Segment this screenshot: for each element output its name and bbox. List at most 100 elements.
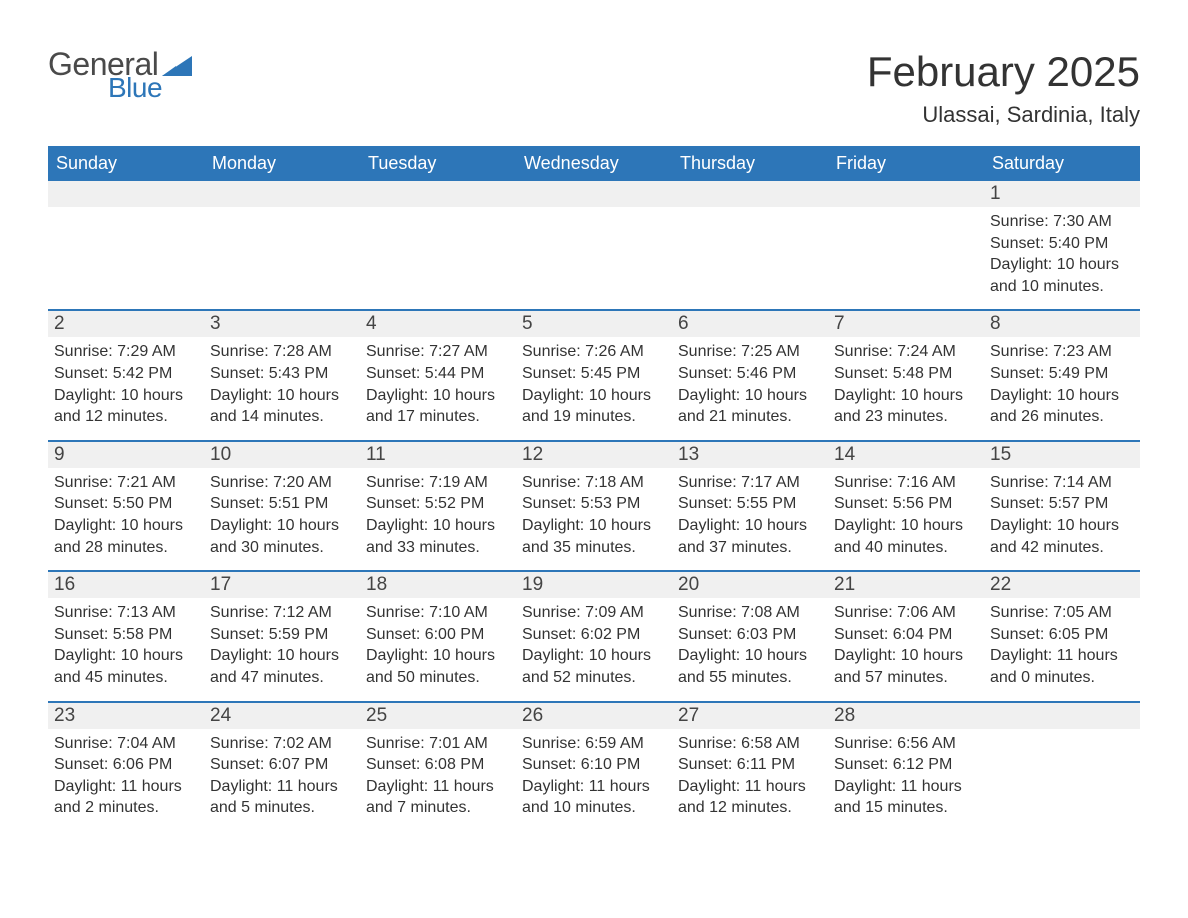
daylight-text: Daylight: 10 hours and 19 minutes. <box>522 385 666 428</box>
calendar-day: 6 Sunrise: 7:25 AMSunset: 5:46 PMDaylight… <box>672 311 828 439</box>
sunrise-text: Sunrise: 7:12 AM <box>210 602 354 624</box>
daylight-text: Daylight: 10 hours and 17 minutes. <box>366 385 510 428</box>
day-body: Sunrise: 6:58 AMSunset: 6:11 PMDaylight:… <box>678 733 822 819</box>
calendar-day: 20Sunrise: 7:08 AMSunset: 6:03 PMDayligh… <box>672 572 828 700</box>
day-number: 18 <box>360 572 516 598</box>
sunrise-text: Sunrise: 7:04 AM <box>54 733 198 755</box>
day-number: 8 <box>984 311 1140 337</box>
calendar-day <box>48 181 204 309</box>
sunset-text: Sunset: 6:07 PM <box>210 754 354 776</box>
day-number: 15 <box>984 442 1140 468</box>
calendar-week: 16Sunrise: 7:13 AMSunset: 5:58 PMDayligh… <box>48 570 1140 700</box>
daylight-text: Daylight: 11 hours and 7 minutes. <box>366 776 510 819</box>
daylight-text: Daylight: 10 hours and 50 minutes. <box>366 645 510 688</box>
day-number: 19 <box>516 572 672 598</box>
day-body: Sunrise: 7:16 AMSunset: 5:56 PMDaylight:… <box>834 472 978 558</box>
day-body: Sunrise: 7:10 AMSunset: 6:00 PMDaylight:… <box>366 602 510 688</box>
day-number <box>984 703 1140 729</box>
calendar-day: 3Sunrise: 7:28 AMSunset: 5:43 PMDaylight… <box>204 311 360 439</box>
calendar-day: 17 Sunrise: 7:12 AMSunset: 5:59 PMDayligh… <box>204 572 360 700</box>
day-number: 28 <box>828 703 984 729</box>
weekday-header: Wednesday <box>516 146 672 181</box>
sunset-text: Sunset: 5:49 PM <box>990 363 1134 385</box>
day-number: 12 <box>516 442 672 468</box>
daylight-text: Daylight: 10 hours and 21 minutes. <box>678 385 822 428</box>
sunrise-text: Sunrise: 7:28 AM <box>210 341 354 363</box>
day-body: Sunrise: 7:20 AMSunset: 5:51 PMDaylight:… <box>210 472 354 558</box>
calendar-day: 27 Sunrise: 6:58 AMSunset: 6:11 PMDayligh… <box>672 703 828 831</box>
sunrise-text: Sunrise: 7:19 AM <box>366 472 510 494</box>
day-body: Sunrise: 7:29 AMSunset: 5:42 PMDaylight:… <box>54 341 198 427</box>
calendar-day: 12 Sunrise: 7:18 AMSunset: 5:53 PMDayligh… <box>516 442 672 570</box>
calendar-week: 2Sunrise: 7:29 AMSunset: 5:42 PMDaylight… <box>48 309 1140 439</box>
day-body: Sunrise: 7:23 AMSunset: 5:49 PMDaylight:… <box>990 341 1134 427</box>
calendar-day: 16Sunrise: 7:13 AMSunset: 5:58 PMDayligh… <box>48 572 204 700</box>
sunset-text: Sunset: 6:10 PM <box>522 754 666 776</box>
day-number: 10 <box>204 442 360 468</box>
weekday-header: Monday <box>204 146 360 181</box>
sunrise-text: Sunrise: 7:06 AM <box>834 602 978 624</box>
weekday-header: Saturday <box>984 146 1140 181</box>
logo: General Blue <box>48 48 192 102</box>
sunset-text: Sunset: 6:08 PM <box>366 754 510 776</box>
day-body: Sunrise: 7:26 AMSunset: 5:45 PMDaylight:… <box>522 341 666 427</box>
calendar-day <box>984 703 1140 831</box>
weekday-header: Thursday <box>672 146 828 181</box>
calendar-day: 11Sunrise: 7:19 AMSunset: 5:52 PMDayligh… <box>360 442 516 570</box>
calendar-day <box>516 181 672 309</box>
month-title: February 2025 <box>867 48 1140 96</box>
sunrise-text: Sunrise: 7:20 AM <box>210 472 354 494</box>
day-number <box>204 181 360 207</box>
day-number <box>828 181 984 207</box>
sunset-text: Sunset: 6:04 PM <box>834 624 978 646</box>
day-body: Sunrise: 7:14 AMSunset: 5:57 PMDaylight:… <box>990 472 1134 558</box>
logo-wedge-icon <box>162 56 192 76</box>
daylight-text: Daylight: 10 hours and 14 minutes. <box>210 385 354 428</box>
sunset-text: Sunset: 5:46 PM <box>678 363 822 385</box>
day-body: Sunrise: 7:05 AMSunset: 6:05 PMDaylight:… <box>990 602 1134 688</box>
day-number: 17 <box>204 572 360 598</box>
sunset-text: Sunset: 5:59 PM <box>210 624 354 646</box>
day-number: 27 <box>672 703 828 729</box>
day-number: 6 <box>672 311 828 337</box>
day-body: Sunrise: 7:08 AMSunset: 6:03 PMDaylight:… <box>678 602 822 688</box>
sunset-text: Sunset: 5:42 PM <box>54 363 198 385</box>
daylight-text: Daylight: 11 hours and 15 minutes. <box>834 776 978 819</box>
sunrise-text: Sunrise: 7:26 AM <box>522 341 666 363</box>
calendar-day: 1Sunrise: 7:30 AMSunset: 5:40 PMDaylight… <box>984 181 1140 309</box>
calendar-day <box>360 181 516 309</box>
calendar-day: 22Sunrise: 7:05 AMSunset: 6:05 PMDayligh… <box>984 572 1140 700</box>
location: Ulassai, Sardinia, Italy <box>867 102 1140 128</box>
calendar-day: 5Sunrise: 7:26 AMSunset: 5:45 PMDaylight… <box>516 311 672 439</box>
sunset-text: Sunset: 6:12 PM <box>834 754 978 776</box>
daylight-text: Daylight: 11 hours and 10 minutes. <box>522 776 666 819</box>
sunrise-text: Sunrise: 7:02 AM <box>210 733 354 755</box>
calendar-day: 8 Sunrise: 7:23 AMSunset: 5:49 PMDaylight… <box>984 311 1140 439</box>
day-number <box>48 181 204 207</box>
daylight-text: Daylight: 10 hours and 23 minutes. <box>834 385 978 428</box>
day-body: Sunrise: 7:17 AMSunset: 5:55 PMDaylight:… <box>678 472 822 558</box>
calendar-day: 14Sunrise: 7:16 AMSunset: 5:56 PMDayligh… <box>828 442 984 570</box>
daylight-text: Daylight: 10 hours and 33 minutes. <box>366 515 510 558</box>
daylight-text: Daylight: 10 hours and 47 minutes. <box>210 645 354 688</box>
calendar-day: 13Sunrise: 7:17 AMSunset: 5:55 PMDayligh… <box>672 442 828 570</box>
day-number: 24 <box>204 703 360 729</box>
sunset-text: Sunset: 5:44 PM <box>366 363 510 385</box>
day-body: Sunrise: 7:02 AMSunset: 6:07 PMDaylight:… <box>210 733 354 819</box>
sunrise-text: Sunrise: 7:25 AM <box>678 341 822 363</box>
day-number <box>516 181 672 207</box>
daylight-text: Daylight: 10 hours and 12 minutes. <box>54 385 198 428</box>
day-body: Sunrise: 7:18 AMSunset: 5:53 PMDaylight:… <box>522 472 666 558</box>
sunrise-text: Sunrise: 7:30 AM <box>990 211 1134 233</box>
day-number: 4 <box>360 311 516 337</box>
daylight-text: Daylight: 10 hours and 28 minutes. <box>54 515 198 558</box>
day-body: Sunrise: 7:24 AMSunset: 5:48 PMDaylight:… <box>834 341 978 427</box>
calendar-day: 21Sunrise: 7:06 AMSunset: 6:04 PMDayligh… <box>828 572 984 700</box>
sunset-text: Sunset: 5:57 PM <box>990 493 1134 515</box>
sunrise-text: Sunrise: 7:14 AM <box>990 472 1134 494</box>
sunrise-text: Sunrise: 7:05 AM <box>990 602 1134 624</box>
daylight-text: Daylight: 10 hours and 30 minutes. <box>210 515 354 558</box>
calendar-day: 28Sunrise: 6:56 AMSunset: 6:12 PMDayligh… <box>828 703 984 831</box>
sunrise-text: Sunrise: 7:29 AM <box>54 341 198 363</box>
calendar-day: 26Sunrise: 6:59 AMSunset: 6:10 PMDayligh… <box>516 703 672 831</box>
